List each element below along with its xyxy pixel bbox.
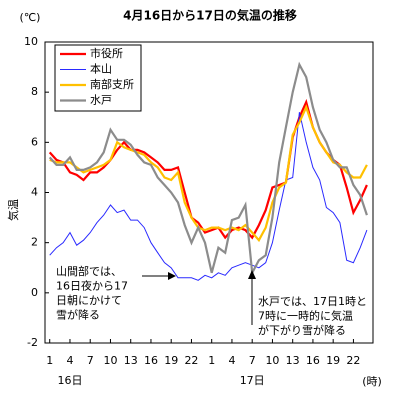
x-tick-label: 19 [326, 354, 340, 367]
annotation: 日朝にかけて [56, 294, 122, 307]
annotation: 水戸では、17日1時と [258, 295, 367, 308]
x-tick-label: 4 [228, 354, 235, 367]
legend-label: 本山 [90, 62, 112, 76]
arrow-head [168, 272, 176, 280]
series-line [48, 61, 368, 277]
y-unit: (℃) [20, 11, 41, 24]
x-unit: (時) [362, 375, 382, 388]
x-tick-label: 22 [346, 354, 360, 367]
y-tick-label: 2 [31, 236, 38, 249]
y-label: 気温 [6, 199, 20, 221]
day-label: 17日 [240, 374, 265, 387]
x-tick-label: 1 [46, 354, 53, 367]
x-tick-label: 4 [66, 354, 73, 367]
annotation: 7時に一時的に気温 [258, 309, 353, 323]
arrow-head [248, 270, 256, 279]
annotation: 雪が降る [56, 308, 100, 322]
x-tick-label: 10 [103, 354, 117, 367]
legend-label: 水戸 [90, 94, 112, 107]
x-tick-label: 13 [124, 354, 138, 367]
x-tick-label: 22 [184, 354, 198, 367]
y-tick-label: 6 [31, 135, 38, 148]
x-tick-label: 7 [87, 354, 94, 367]
legend-label: 市役所 [90, 46, 123, 60]
x-tick-label: 16 [306, 354, 320, 367]
y-tick-label: 0 [31, 286, 38, 299]
x-tick-label: 7 [249, 354, 256, 367]
series-line [49, 104, 368, 243]
annotation: 山間部では、 [56, 264, 122, 278]
annotation: が下がり雪が降る [258, 323, 346, 337]
annotation: 16日夜から17 [56, 279, 128, 293]
x-tick-label: 1 [208, 354, 215, 367]
y-tick-label: 10 [24, 35, 38, 48]
y-tick-label: 4 [31, 186, 38, 199]
chart-title: 4月16日から17日の気温の推移 [123, 8, 297, 23]
y-tick-label: -2 [27, 336, 38, 349]
day-label: 16日 [57, 374, 82, 387]
x-tick-label: 10 [265, 354, 279, 367]
series-line [49, 112, 368, 281]
x-tick-label: 13 [286, 354, 300, 367]
y-tick-label: 8 [31, 85, 38, 98]
x-tick-label: 16 [144, 354, 158, 367]
legend-label: 南部支所 [90, 77, 134, 91]
x-tick-label: 19 [164, 354, 178, 367]
series-line [48, 98, 368, 240]
